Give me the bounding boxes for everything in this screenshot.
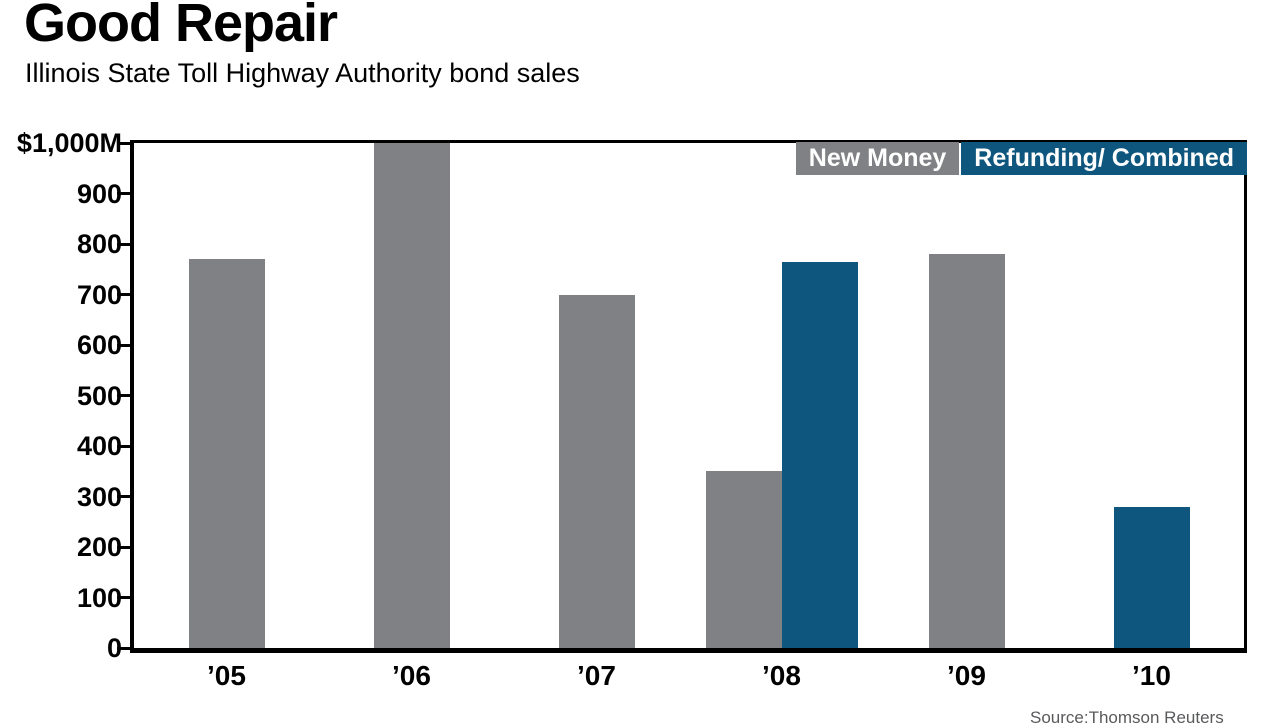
bar-new-money-07 bbox=[558, 294, 635, 648]
y-axis-label: 800 bbox=[76, 229, 122, 259]
y-axis-label: 600 bbox=[76, 330, 122, 360]
x-axis-label: ’06 bbox=[392, 660, 431, 691]
legend-item-new-money: New Money bbox=[795, 142, 960, 175]
y-axis-tick bbox=[117, 495, 130, 498]
y-axis-tick bbox=[117, 596, 130, 599]
y-axis-tick bbox=[117, 192, 130, 195]
y-axis-label: 200 bbox=[76, 532, 122, 562]
y-axis-label: 500 bbox=[76, 380, 122, 411]
source-note: Source:Thomson Reuters bbox=[1030, 708, 1224, 727]
bar-refunding-combined-10 bbox=[1113, 506, 1190, 648]
legend: New Money Refunding/ Combined bbox=[794, 142, 1247, 175]
y-axis-tick bbox=[117, 394, 130, 397]
y-axis-label: $1,000M bbox=[16, 128, 122, 158]
plot-area bbox=[130, 140, 1247, 653]
y-axis-label: 700 bbox=[76, 279, 122, 310]
x-axis-label: ’10 bbox=[1132, 660, 1171, 691]
y-axis-labels: $1,000M 900 800 700 600 500 400 300 200 100 0 bbox=[0, 128, 122, 663]
x-axis-label: ’05 bbox=[207, 660, 246, 691]
legend-item-refunding-combined: Refunding/ Combined bbox=[961, 142, 1247, 175]
y-axis-label: 900 bbox=[76, 178, 122, 209]
bar-new-money-08 bbox=[705, 471, 782, 648]
y-axis-tick-marks bbox=[117, 141, 130, 650]
x-axis-label: ’08 bbox=[762, 660, 801, 691]
y-axis-tick bbox=[117, 293, 130, 296]
y-axis-tick bbox=[117, 646, 130, 650]
bar-new-money-09 bbox=[928, 254, 1005, 648]
y-axis-tick bbox=[117, 141, 130, 145]
x-axis-labels: ’05 ’06 ’07 ’08 ’09 ’10 bbox=[134, 660, 1244, 700]
bar-new-money-05 bbox=[188, 259, 265, 648]
bar-refunding-combined-08 bbox=[781, 261, 858, 648]
y-axis-tick bbox=[117, 242, 130, 246]
bar-new-money-06 bbox=[373, 143, 450, 648]
chart-subtitle: Illinois State Toll Highway Authority bo… bbox=[25, 58, 580, 88]
y-axis-tick bbox=[117, 343, 130, 347]
y-axis-label: 0 bbox=[106, 633, 122, 663]
y-axis-tick bbox=[117, 444, 130, 448]
x-axis-label: ’07 bbox=[577, 660, 616, 691]
y-axis-label: 400 bbox=[76, 431, 122, 461]
x-axis-label: ’09 bbox=[947, 660, 986, 691]
chart-title: Good Repair bbox=[24, 0, 338, 53]
y-axis-label: 300 bbox=[76, 481, 122, 512]
y-axis-tick bbox=[117, 545, 130, 549]
y-axis-label: 100 bbox=[76, 582, 122, 613]
